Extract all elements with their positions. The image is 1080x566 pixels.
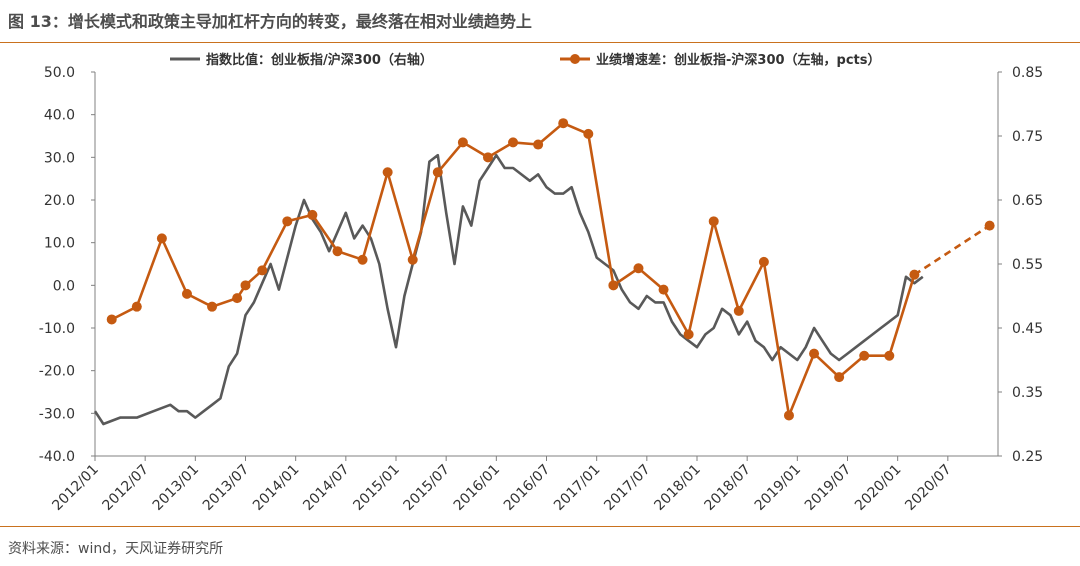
growth-point [809, 348, 820, 359]
growth-point [533, 139, 544, 150]
x-tick-label: 2017/01 [551, 462, 603, 514]
x-tick-label: 2013/01 [150, 462, 202, 514]
growth-point [758, 256, 769, 267]
growth-point [307, 209, 318, 220]
x-tick-label: 2016/01 [451, 462, 503, 514]
growth-point [232, 293, 243, 304]
x-tick-label: 2015/07 [401, 462, 453, 514]
x-tick-label: 2014/01 [250, 462, 302, 514]
series-ratio [93, 153, 924, 426]
growth-point [407, 254, 418, 265]
growth-point [382, 167, 393, 178]
legend-growth-label: 业绩增速差：创业板指-沪深300（左轴，pcts） [596, 52, 881, 68]
growth-point [332, 246, 343, 257]
x-tick-label: 2019/07 [802, 462, 854, 514]
growth-point [633, 263, 644, 274]
left-tick-label: 10.0 [44, 236, 75, 252]
growth-point [733, 305, 744, 316]
x-tick-label: 2020/01 [852, 462, 904, 514]
growth-point [240, 280, 251, 291]
left-tick-label: 0.0 [53, 278, 75, 294]
growth-point [834, 372, 845, 383]
x-tick-label: 2017/07 [601, 462, 653, 514]
growth-point [583, 128, 594, 139]
x-tick-label: 2013/07 [200, 462, 252, 514]
growth-point [257, 265, 268, 276]
growth-point [683, 329, 694, 340]
right-tick-label: 0.45 [1012, 321, 1043, 337]
chart-axes: 50.0 40.0 30.0 20.0 10.0 0.0 -10.0 -20.0 -30.0 -4… [39, 65, 1043, 514]
dual-axis-line-chart: 50.0 40.0 30.0 20.0 10.0 0.0 -10.0 -20.0 -30.0 -4… [39, 52, 1043, 514]
right-tick-label: 0.25 [1012, 449, 1043, 465]
growth-point [859, 350, 870, 361]
x-tick-label: 2016/07 [501, 462, 553, 514]
growth-point [131, 301, 142, 312]
growth-forecast-point [984, 220, 995, 231]
right-tick-label: 0.35 [1012, 385, 1043, 401]
series-growth [106, 118, 995, 421]
growth-point [457, 137, 468, 148]
growth-point [181, 288, 192, 299]
growth-point [432, 167, 443, 178]
left-tick-label: 40.0 [44, 108, 75, 124]
left-tick-label: -20.0 [39, 364, 75, 380]
growth-point [508, 137, 519, 148]
figure-title: 图 13：增长模式和政策主导加杠杆方向的转变，最终落在相对业绩趋势上 [8, 12, 532, 31]
x-tick-label: 2020/07 [902, 462, 954, 514]
left-tick-label: 50.0 [44, 65, 75, 81]
x-tick-label: 2018/07 [702, 462, 754, 514]
growth-point [156, 233, 167, 244]
growth-point [106, 314, 117, 325]
left-tick-label: -10.0 [39, 321, 75, 337]
growth-point [909, 269, 920, 280]
source-divider [0, 526, 1080, 527]
left-tick-label: -30.0 [39, 406, 75, 422]
ratio-line [93, 153, 924, 426]
growth-point [608, 280, 619, 291]
legend-ratio-label: 指数比值：创业板指/沪深300（右轴） [206, 52, 433, 68]
growth-point [884, 350, 895, 361]
growth-point [282, 216, 293, 227]
right-tick-label: 0.75 [1012, 129, 1043, 145]
right-tick-label: 0.85 [1012, 65, 1043, 81]
growth-point [783, 410, 794, 421]
x-tick-label: 2018/01 [651, 462, 703, 514]
right-tick-label: 0.65 [1012, 193, 1043, 209]
growth-point [708, 216, 719, 227]
growth-forecast-line [913, 224, 991, 276]
chart-legend: 指数比值：创业板指/沪深300（右轴） 业绩增速差：创业板指-沪深300（左轴，p… [170, 52, 881, 68]
source-note: 资料来源：wind，天风证券研究所 [8, 541, 224, 557]
growth-point [658, 284, 669, 295]
growth-point [482, 152, 493, 163]
x-tick-label: 2012/07 [100, 462, 152, 514]
right-tick-label: 0.55 [1012, 257, 1043, 273]
x-tick-label: 2014/07 [300, 462, 352, 514]
growth-line [111, 121, 916, 417]
growth-point [558, 118, 569, 129]
legend-growth-marker [570, 54, 580, 64]
left-tick-label: 30.0 [44, 150, 75, 166]
left-tick-label: -40.0 [39, 449, 75, 465]
x-tick-label: 2019/01 [752, 462, 804, 514]
growth-point [207, 301, 218, 312]
growth-point [357, 254, 368, 265]
title-divider [0, 42, 1080, 43]
left-tick-label: 20.0 [44, 193, 75, 209]
x-tick-label: 2012/01 [49, 462, 101, 514]
x-tick-label: 2015/01 [350, 462, 402, 514]
